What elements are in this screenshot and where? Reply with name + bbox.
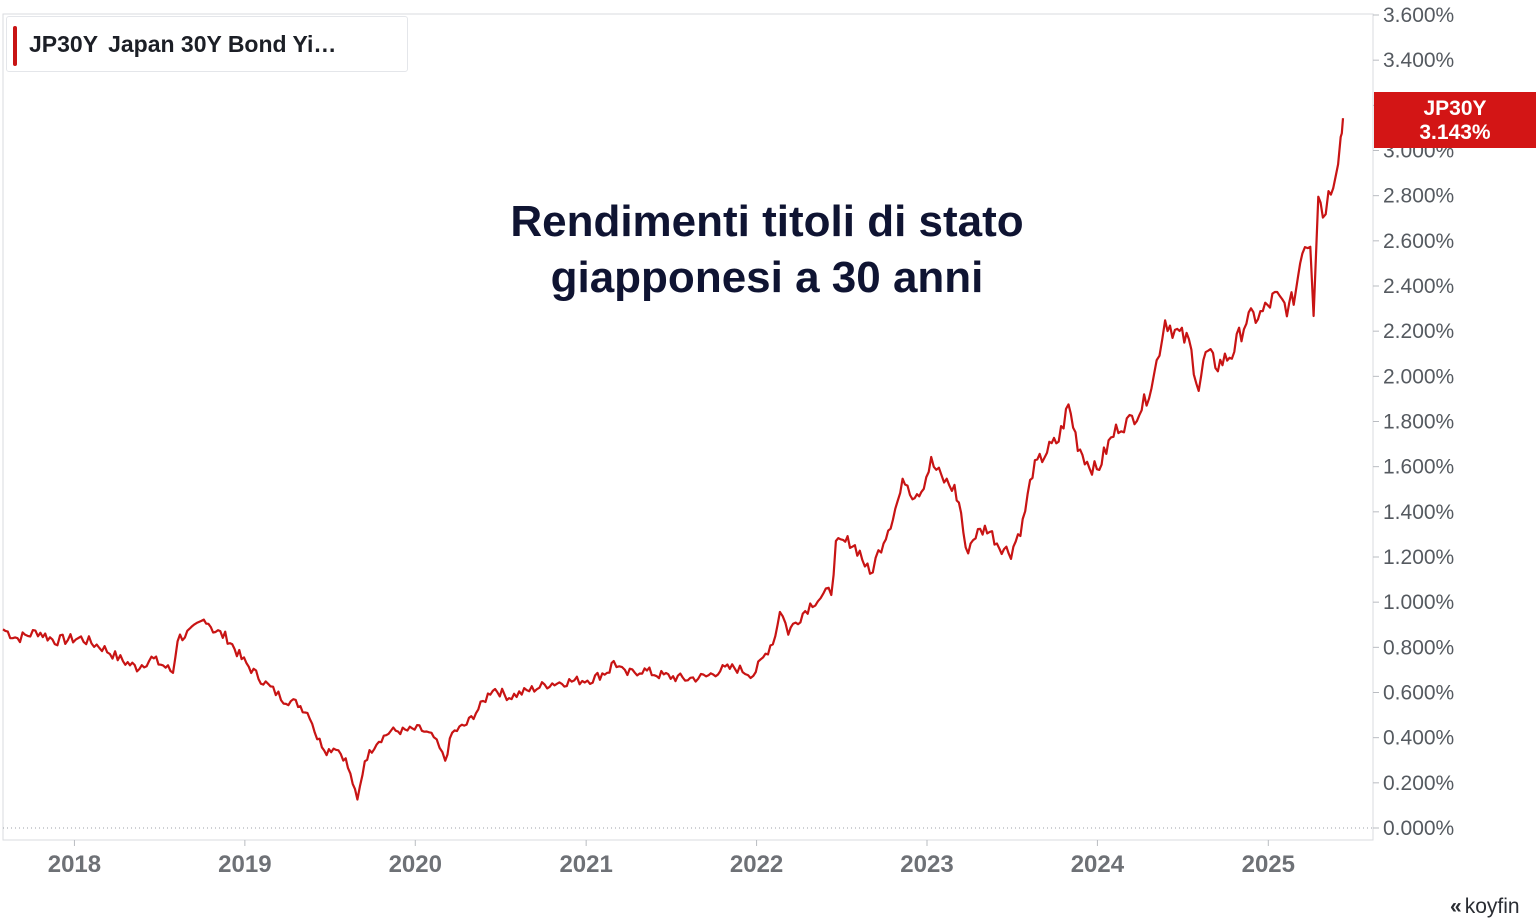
x-tick-label: 2022 [730,851,783,878]
y-tick-label: 2.400% [1383,275,1454,298]
x-tick-label: 2019 [218,851,271,878]
y-tick-label: 1.000% [1383,591,1454,614]
legend[interactable]: JP30Y Japan 30Y Bond Yi… [6,16,408,72]
brand-label: koyfin [1464,895,1520,918]
chart-title-line-2: giapponesi a 30 anni [551,253,984,302]
x-tick-label: 2018 [48,851,101,878]
x-tick-label: 2020 [389,851,442,878]
x-tick-label: 2025 [1242,851,1295,878]
chart-title-line-1: Rendimenti titoli di stato [510,197,1023,246]
brand: «koyfin [1450,895,1520,919]
legend-label: JP30Y Japan 30Y Bond Yi… [29,31,346,58]
price-tag-symbol: JP30Y [1423,97,1487,120]
legend-series-name: Japan 30Y Bond Yi… [108,31,337,57]
y-tick-label: 0.000% [1383,817,1454,840]
y-tick-label: 1.200% [1383,546,1454,569]
y-tick-label: 0.400% [1383,727,1454,750]
y-tick-label: 3.600% [1383,4,1454,27]
x-tick-label: 2021 [559,851,612,878]
y-tick-label: 1.800% [1383,411,1454,434]
x-tick-label: 2024 [1071,851,1125,878]
y-tick-label: 2.600% [1383,230,1454,253]
x-tick-label: 2023 [900,851,953,878]
koyfin-logo-icon: « [1450,895,1462,918]
y-tick-label: 1.400% [1383,501,1454,524]
last-price-tag: JP30Y 3.143% [1374,92,1536,148]
y-tick-label: 2.800% [1383,185,1454,208]
legend-color-swatch [13,26,17,66]
plot-frame [2,13,1374,841]
y-tick-label: 3.400% [1383,49,1454,72]
y-tick-label: 1.600% [1383,456,1454,479]
series-line [2,118,1345,801]
legend-symbol: JP30Y [29,31,99,57]
y-tick-label: 0.200% [1383,772,1454,795]
price-tag-value: 3.143% [1419,121,1491,144]
y-tick-label: 2.000% [1383,365,1454,388]
x-axis: 2018 2019 2020 2021 2022 2023 2024 2025 [48,840,1295,878]
y-tick-label: 0.800% [1383,636,1454,659]
y-tick-label: 0.600% [1383,682,1454,705]
y-tick-label: 2.200% [1383,320,1454,343]
